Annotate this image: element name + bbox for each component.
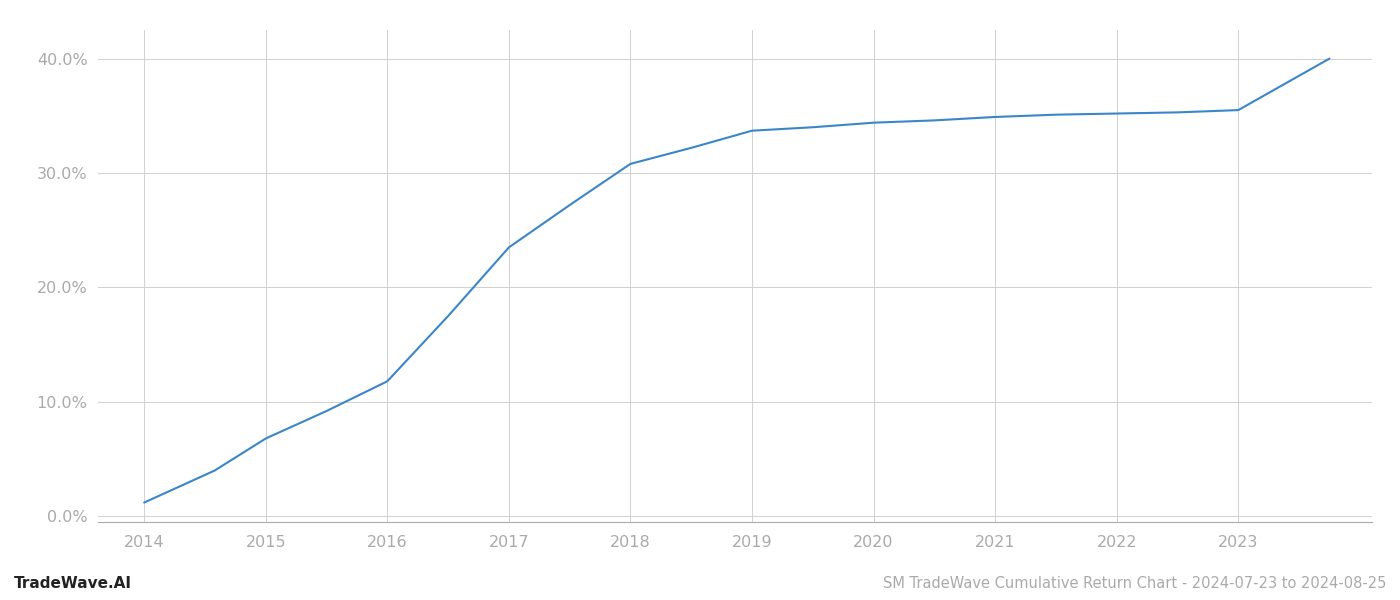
- Text: SM TradeWave Cumulative Return Chart - 2024-07-23 to 2024-08-25: SM TradeWave Cumulative Return Chart - 2…: [882, 576, 1386, 591]
- Text: TradeWave.AI: TradeWave.AI: [14, 576, 132, 591]
